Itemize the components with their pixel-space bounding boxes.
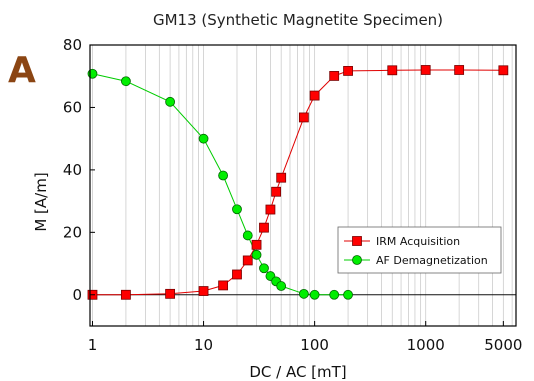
af-point — [121, 76, 131, 87]
irm-point — [165, 288, 176, 299]
x-tick-label: 100 — [300, 336, 329, 354]
af-point — [276, 281, 287, 291]
irm-point — [232, 269, 242, 280]
irm-point — [121, 289, 131, 300]
irm-point — [343, 66, 353, 76]
panel-label: A — [8, 50, 36, 91]
y-tick-label: 40 — [63, 161, 82, 179]
af-point — [298, 288, 309, 299]
af-point — [198, 133, 209, 144]
legend-marker-af — [352, 255, 362, 265]
legend-box — [337, 226, 502, 274]
irm-point — [298, 112, 309, 123]
x-axis-label: DC / AC [mT] — [249, 363, 346, 381]
irm-point — [242, 255, 253, 266]
irm-point — [218, 280, 229, 291]
af-point — [242, 230, 253, 241]
y-tick-label: 0 — [72, 286, 82, 304]
irm-point — [198, 286, 209, 296]
x-axis: 1 10 100 1000 5000 — [88, 321, 522, 354]
legend-label-irm: IRM Acquisition — [376, 235, 460, 248]
irm-point — [251, 239, 262, 250]
x-tick-label: 1 — [88, 336, 98, 354]
grid — [92, 45, 513, 326]
irm-point — [498, 65, 509, 76]
af-point — [329, 289, 340, 300]
irm-point — [265, 204, 276, 215]
af-point — [343, 289, 353, 300]
irm-point — [309, 90, 320, 101]
y-tick-label: 60 — [63, 98, 82, 116]
y-tick-label: 20 — [63, 223, 82, 241]
chart-title: GM13 (Synthetic Magnetite Specimen) — [153, 11, 443, 29]
af-point — [259, 263, 269, 274]
irm-point — [329, 71, 340, 81]
plot-frame — [89, 44, 517, 327]
irm-point — [259, 222, 269, 233]
series-markers — [87, 65, 509, 300]
af-point — [87, 68, 98, 79]
irm-point — [387, 65, 398, 76]
irm-point — [420, 65, 431, 75]
series-line-1 — [92, 73, 349, 296]
irm-point — [276, 172, 287, 183]
y-axis: 0 20 40 60 80 — [63, 36, 95, 304]
y-tick-label: 80 — [63, 36, 82, 54]
legend-label-af: AF Demagnetization — [376, 254, 488, 267]
x-tick-label: 10 — [194, 336, 213, 354]
af-point — [309, 289, 320, 300]
af-point — [251, 249, 262, 260]
af-point — [232, 204, 242, 215]
irm-point — [454, 65, 465, 75]
y-axis-label: M [A/m] — [32, 172, 50, 231]
x-tick-label: 5000 — [484, 336, 522, 354]
irm-point — [271, 186, 282, 197]
af-point — [165, 96, 176, 107]
legend: IRM Acquisition AF Demagnetization — [337, 226, 502, 274]
af-point — [218, 170, 229, 181]
legend-marker-irm — [352, 236, 362, 246]
x-tick-label: 1000 — [407, 336, 445, 354]
